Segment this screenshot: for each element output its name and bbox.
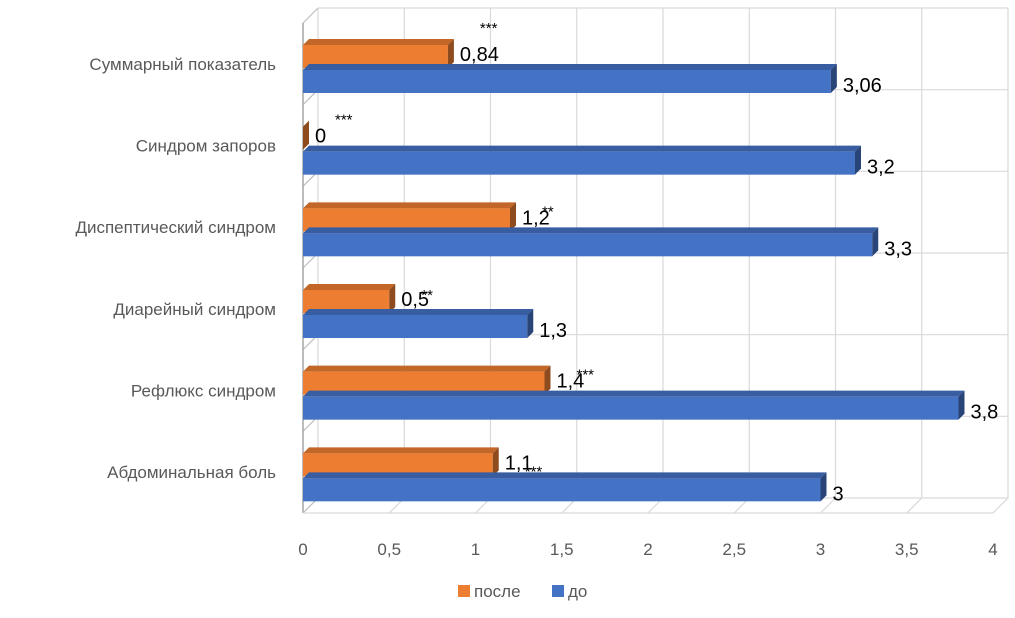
x-tick-label: 4 (988, 540, 997, 559)
data-label: 3,06 (843, 75, 882, 97)
data-label: 3 (833, 483, 844, 505)
x-tick-label: 2 (643, 540, 652, 559)
category-label: Синдром запоров (136, 137, 276, 156)
bar-before (303, 233, 872, 256)
legend-swatch (458, 585, 470, 597)
category-label: Рефлюкс синдром (131, 382, 276, 401)
bar-top-face (303, 391, 965, 397)
significance-marker: *** (335, 112, 353, 129)
x-tick-label: 2,5 (722, 540, 746, 559)
significance-marker: *** (480, 20, 498, 37)
side-wall-line (303, 8, 318, 23)
bar-before (303, 152, 855, 175)
x-tick-label: 3 (816, 540, 825, 559)
significance-marker: *** (525, 463, 543, 480)
x-tick-label: 1,5 (550, 540, 574, 559)
legend-label: после (474, 582, 521, 601)
category-label: Диарейный синдром (113, 300, 276, 319)
bars (303, 39, 965, 501)
bar-top-face (303, 366, 551, 372)
data-label: 3,8 (971, 402, 999, 424)
floor-gridline (907, 498, 922, 513)
category-label: Диспептический синдром (75, 218, 276, 237)
category-label: Абдоминальная боль (107, 463, 276, 482)
legend-label: до (568, 582, 587, 601)
bar-top-face (303, 227, 878, 233)
bar-top-face (303, 472, 827, 478)
significance-marker: ** (421, 287, 433, 304)
legend-swatch (552, 585, 564, 597)
bar-top-face (303, 284, 395, 290)
bar-before (303, 397, 959, 420)
x-tick-label: 1 (471, 540, 480, 559)
data-label: 3,3 (884, 238, 912, 260)
bar-top-face (303, 202, 516, 208)
legend: после до (458, 582, 587, 601)
bar-top-face (303, 447, 499, 453)
significance-marker: ** (542, 203, 554, 220)
bar-top-face (303, 39, 454, 45)
bar-before (303, 478, 821, 501)
significance-marker: *** (577, 367, 595, 384)
bar-top-face (303, 64, 837, 70)
bar-top-face (303, 146, 861, 152)
data-label: 0 (315, 126, 326, 148)
x-tick-label: 0,5 (377, 540, 401, 559)
data-label: 1,3 (539, 320, 567, 342)
x-tick-label: 0 (298, 540, 307, 559)
bar-side-face (303, 121, 309, 150)
bar-before (303, 315, 527, 338)
floor-gridline (993, 498, 1008, 513)
data-label: 0,84 (460, 44, 499, 66)
category-label: Суммарный показатель (89, 55, 276, 74)
x-tick-label: 3,5 (895, 540, 919, 559)
bar-before (303, 70, 831, 93)
data-label: 3,2 (867, 157, 895, 179)
